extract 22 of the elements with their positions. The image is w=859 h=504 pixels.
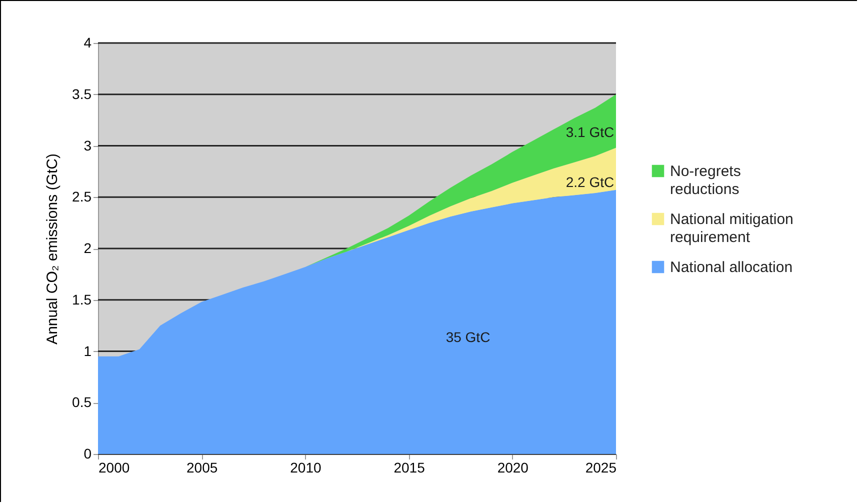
y-tick-label: 1 (84, 342, 92, 359)
x-tick-label: 2025 (585, 460, 617, 476)
annotation: 3.1 GtC (566, 124, 614, 140)
x-tick-label: 2020 (497, 460, 529, 476)
x-tick-label: 2015 (394, 460, 426, 476)
x-tick-label: 2010 (290, 460, 322, 476)
y-tick-label: 3.5 (72, 86, 92, 102)
x-tick-label: 2000 (98, 460, 130, 476)
y-tick-label: 0 (84, 446, 92, 462)
y-tick-label: 1.5 (72, 291, 92, 308)
y-axis-title: Annual CO₂ emissions (GtC) (44, 154, 62, 344)
y-tick-label: 2 (84, 240, 92, 256)
annotation: 2.2 GtC (566, 174, 614, 190)
legend-label: National allocation (670, 259, 793, 276)
y-tick-label: 3 (84, 137, 92, 154)
y-tick-label: 0.5 (72, 394, 92, 410)
annotation: 35 GtC (446, 329, 490, 345)
y-tick-label: 4 (84, 34, 92, 50)
legend-label: National mitigation requirement (670, 211, 794, 246)
x-tick-label: 2005 (186, 460, 218, 476)
legend-label: No-regrets reductions (670, 163, 741, 198)
y-tick-label: 2.5 (72, 188, 92, 205)
